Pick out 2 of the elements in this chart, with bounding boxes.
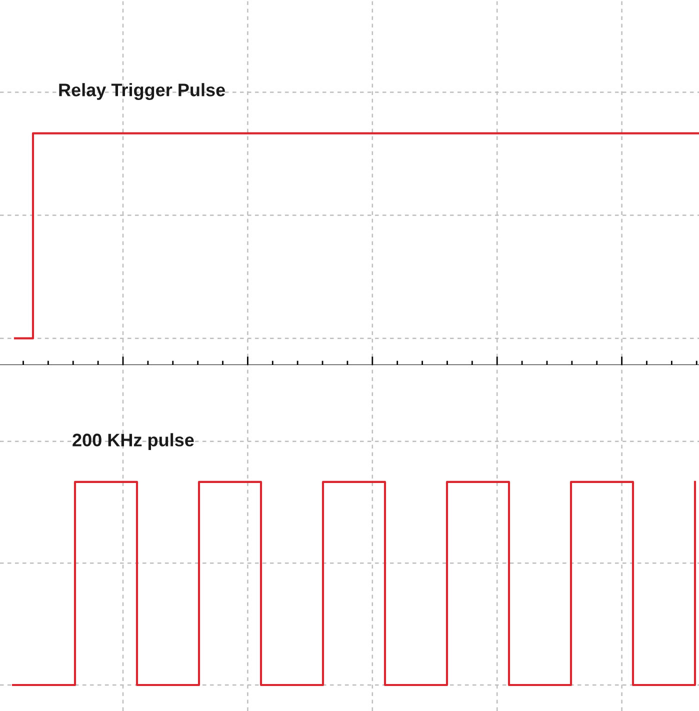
chart-title: Relay Trigger Pulse: [59, 83, 225, 100]
chart-title: 200 KHz pulse: [72, 433, 194, 450]
